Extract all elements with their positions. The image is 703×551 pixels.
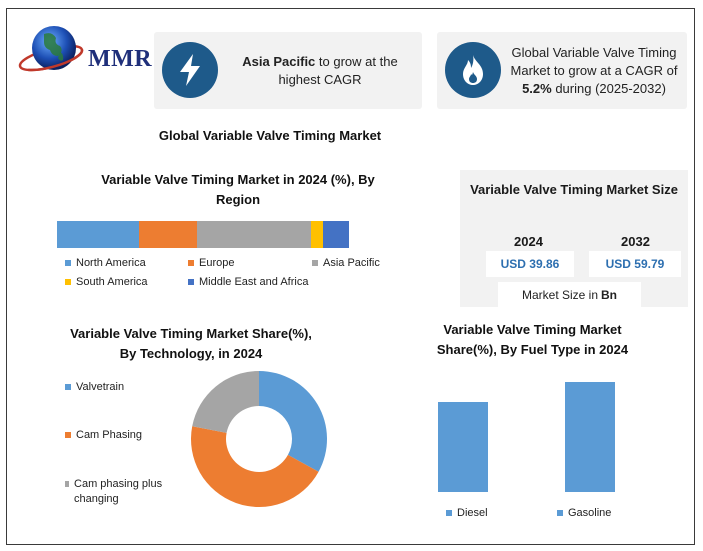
legend-swatch	[188, 260, 194, 266]
globe-icon	[18, 26, 84, 72]
market-size-title: Variable Valve Timing Market Size	[470, 182, 678, 197]
technology-donut-chart	[191, 371, 327, 507]
legend-swatch	[446, 510, 452, 516]
market-size-panel: Variable Valve Timing Market Size 2024 2…	[460, 170, 688, 307]
highlight-text-cagr: Global Variable Valve Timing Market to g…	[510, 44, 678, 96]
highlight-card-region: Asia Pacific to grow at the highest CAGR	[154, 32, 422, 109]
lightning-icon	[162, 42, 218, 98]
legend-gasoline: Gasoline	[557, 507, 611, 519]
bar-segment-asia-pacific	[197, 221, 312, 248]
legend-swatch	[188, 279, 194, 285]
legend-north-america: North America	[65, 257, 146, 269]
legend-swatch	[312, 260, 318, 266]
legend-swatch	[65, 260, 71, 266]
legend-swatch	[65, 432, 71, 438]
legend-cam-phasing: Cam Phasing	[65, 429, 142, 441]
flame-icon	[445, 42, 501, 98]
bar-segment-south-america	[311, 221, 323, 248]
bar-segment-europe	[138, 221, 198, 248]
legend-cam-phasing-plus-changing: Cam phasing plus changing	[65, 477, 165, 507]
fuel-bar-chart	[438, 382, 615, 492]
logo-text: MMR	[88, 46, 153, 72]
donut-slice-cam-phasing-plus-changing	[192, 371, 259, 433]
legend-diesel: Diesel	[446, 507, 488, 519]
value-2032: USD 59.79	[589, 251, 681, 277]
highlight-card-cagr: Global Variable Valve Timing Market to g…	[437, 32, 687, 109]
donut-slice-cam-phasing	[191, 426, 319, 507]
legend-swatch	[65, 384, 71, 390]
tech-chart-title: Variable Valve Timing Market Share(%), B…	[70, 326, 312, 361]
year-2024-label: 2024	[514, 234, 543, 249]
value-2024: USD 39.86	[486, 251, 574, 277]
year-2032-label: 2032	[621, 234, 650, 249]
bar-diesel	[438, 402, 488, 492]
legend-middle-east-africa: Middle East and Africa	[188, 276, 308, 288]
main-title: Global Variable Valve Timing Market	[158, 128, 382, 143]
legend-valvetrain: Valvetrain	[65, 381, 124, 393]
fuel-chart-title: Variable Valve Timing Market Share(%), B…	[436, 322, 629, 357]
highlight-text-region: Asia Pacific to grow at the highest CAGR	[242, 53, 398, 87]
bar-segment-middle-east-and-africa	[322, 221, 349, 248]
region-chart-title: Variable Valve Timing Market in 2024 (%)…	[101, 172, 375, 207]
legend-south-america: South America	[65, 276, 148, 288]
mmr-logo: MMR	[16, 18, 152, 80]
bar-gasoline	[565, 382, 615, 492]
legend-swatch	[65, 279, 71, 285]
market-size-unit: Market Size in Bn	[498, 282, 641, 307]
bar-segment-north-america	[57, 221, 139, 248]
legend-swatch	[65, 481, 70, 487]
legend-europe: Europe	[188, 257, 234, 269]
legend-asia-pacific: Asia Pacific	[312, 257, 380, 269]
legend-swatch	[557, 510, 563, 516]
donut-slice-valvetrain	[259, 371, 327, 472]
region-stacked-bar	[57, 221, 349, 248]
